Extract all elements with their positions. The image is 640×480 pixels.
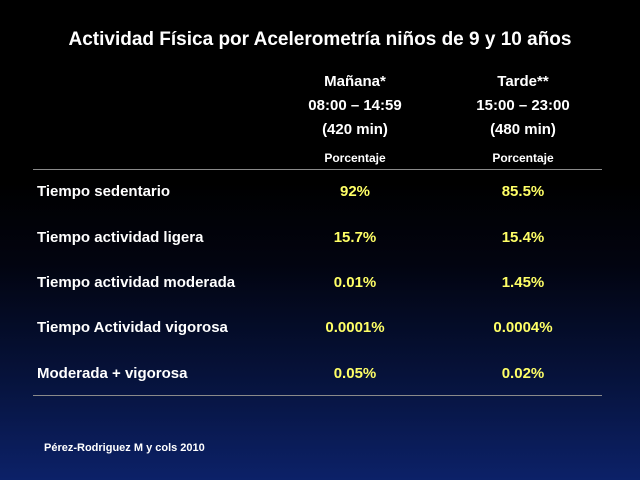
value-manana: 0.0001% (325, 319, 385, 336)
row-label: Tiempo sedentario (37, 183, 171, 200)
row-label: Moderada + vigorosa (37, 365, 188, 382)
column-time-range: 08:00 – 14:59 (308, 97, 402, 114)
column-name: Tarde** (497, 73, 549, 90)
column-name: Mañana* (324, 73, 386, 90)
column-unit-tarde: Porcentaje (492, 151, 554, 165)
value-manana: 0.05% (333, 365, 377, 382)
column-header-manana: Mañana* 08:00 – 14:59 (420 min) (265, 70, 445, 142)
column-time-range: 15:00 – 23:00 (476, 97, 570, 114)
row-label: Tiempo Actividad vigorosa (37, 319, 228, 336)
value-tarde: 1.45% (501, 274, 545, 291)
slide-title: Actividad Física por Acelerometría niños… (68, 29, 572, 50)
value-manana: 0.01% (333, 274, 377, 291)
column-header-tarde: Tarde** 15:00 – 23:00 (480 min) (433, 70, 613, 142)
value-manana: 15.7% (333, 229, 377, 246)
row-label: Tiempo actividad moderada (37, 274, 236, 291)
column-unit-manana: Porcentaje (324, 151, 386, 165)
table-top-rule (33, 169, 602, 170)
row-label: Tiempo actividad ligera (37, 229, 204, 246)
table-row: Tiempo actividad moderada 0.01% 1.45% (0, 274, 640, 296)
citation: Pérez-Rodriguez M y cols 2010 (44, 442, 205, 454)
value-tarde: 0.0004% (493, 319, 553, 336)
column-duration: (480 min) (490, 121, 556, 138)
value-tarde: 85.5% (501, 183, 545, 200)
table-row: Tiempo sedentario 92% 85.5% (0, 183, 640, 205)
value-tarde: 0.02% (501, 365, 545, 382)
value-manana: 92% (339, 183, 371, 200)
table-row: Tiempo Actividad vigorosa 0.0001% 0.0004… (0, 319, 640, 341)
column-duration: (420 min) (322, 121, 388, 138)
table-row: Moderada + vigorosa 0.05% 0.02% (0, 365, 640, 387)
value-tarde: 15.4% (501, 229, 545, 246)
table-bottom-rule (33, 395, 602, 396)
table-row: Tiempo actividad ligera 15.7% 15.4% (0, 229, 640, 251)
